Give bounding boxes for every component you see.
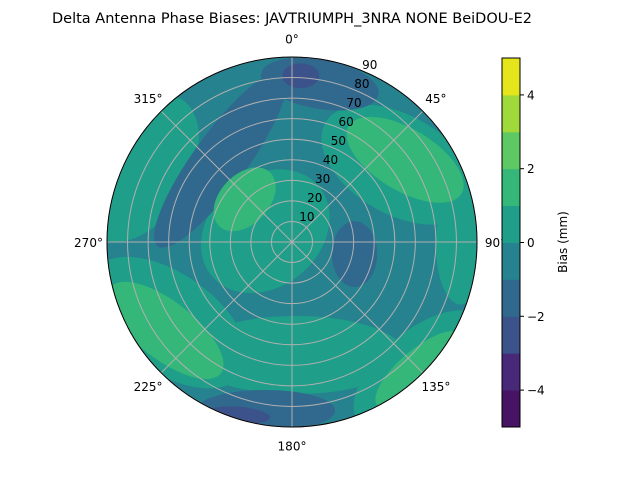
radial-tick-label: 40 bbox=[323, 153, 338, 167]
colorbar-bin bbox=[502, 168, 520, 207]
colorbar-bin bbox=[502, 242, 520, 280]
radial-tick-label: 30 bbox=[315, 172, 330, 186]
colorbar-tick-label: −2 bbox=[527, 310, 545, 324]
angular-tick-label: 270° bbox=[74, 236, 103, 250]
colorbar-tick-label: −4 bbox=[527, 384, 545, 398]
angular-tick-label: 90° bbox=[485, 236, 506, 250]
colorbar-bin bbox=[502, 353, 520, 391]
angular-tick-label: 135° bbox=[421, 380, 450, 394]
contour-region bbox=[154, 71, 287, 248]
colorbar-tick-label: 4 bbox=[527, 88, 535, 102]
angular-tick-label: 225° bbox=[134, 380, 163, 394]
radial-tick-label: 70 bbox=[346, 96, 361, 110]
radial-tick-label: 50 bbox=[331, 134, 346, 148]
radial-tick-label: 90 bbox=[362, 58, 377, 72]
radial-tick-label: 10 bbox=[299, 210, 314, 224]
radial-tick-label: 60 bbox=[339, 115, 354, 129]
colorbar-bin bbox=[502, 390, 520, 428]
contour-region bbox=[331, 221, 378, 288]
chart-title: Delta Antenna Phase Biases: JAVTRIUMPH_3… bbox=[52, 11, 532, 27]
colorbar-tick-label: 0 bbox=[527, 236, 535, 250]
polar-plot-area: 0° 45° 90° 135° 180° 225° 270° 315° 10 20 30 40 50 60… bbox=[74, 33, 506, 454]
radial-tick-label: 80 bbox=[354, 77, 369, 91]
colorbar-bin bbox=[502, 94, 520, 133]
colorbar: −4 −2 0 2 4 bbox=[501, 57, 545, 428]
colorbar-bin bbox=[502, 279, 520, 317]
angular-tick-label: 180° bbox=[278, 440, 307, 454]
angular-tick-label: 315° bbox=[134, 92, 163, 106]
colorbar-bin bbox=[502, 316, 520, 354]
radial-tick-label: 20 bbox=[307, 191, 322, 205]
colorbar-tick-label: 2 bbox=[527, 162, 535, 176]
angular-tick-label: 0° bbox=[285, 33, 299, 47]
angular-gridline bbox=[160, 110, 424, 374]
colorbar-bin bbox=[502, 205, 520, 243]
polar-frame bbox=[106, 56, 478, 428]
colorbar-label: Bias (mm) bbox=[556, 211, 570, 273]
contour-region bbox=[435, 185, 477, 305]
contour-region bbox=[107, 281, 224, 380]
colorbar-bin bbox=[502, 131, 520, 170]
angular-tick-label: 45° bbox=[425, 92, 446, 106]
contour-region bbox=[282, 63, 320, 89]
contour-region bbox=[346, 116, 464, 203]
colorbar-bin bbox=[502, 58, 520, 96]
